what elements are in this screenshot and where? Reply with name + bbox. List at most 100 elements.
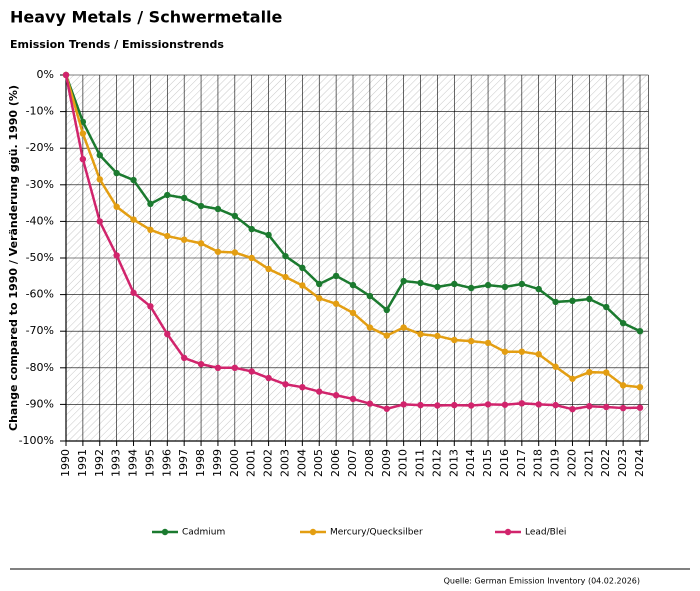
data-point	[603, 369, 610, 376]
data-point	[248, 254, 255, 262]
data-point	[79, 118, 87, 126]
data-point	[383, 332, 390, 339]
data-point	[248, 368, 255, 375]
y-axis-label: Change compared to 1990 / Veränderung gg…	[7, 85, 20, 431]
y-tick-label: -10%	[26, 105, 54, 118]
x-tick-label: 1999	[211, 449, 224, 477]
data-point	[619, 404, 627, 412]
data-point	[96, 218, 103, 225]
legend-marker	[504, 528, 512, 536]
x-tick-label: 1992	[93, 449, 106, 477]
data-point	[349, 309, 357, 317]
legend-label: Mercury/Quecksilber	[330, 528, 423, 538]
data-point	[180, 236, 188, 243]
data-point	[316, 280, 323, 288]
x-tick-label: 2011	[414, 449, 427, 477]
data-point	[400, 401, 407, 408]
data-point	[180, 354, 188, 362]
data-point	[164, 330, 171, 338]
data-point	[434, 402, 441, 409]
data-point	[383, 405, 390, 412]
legend-label: Cadmium	[182, 528, 225, 538]
source-note: Quelle: German Emission Inventory (04.02…	[444, 577, 640, 586]
data-point	[332, 392, 340, 399]
data-point	[434, 332, 441, 340]
data-point	[451, 401, 458, 409]
data-point	[282, 252, 289, 260]
legend-label: Lead/Blei	[525, 528, 566, 538]
data-point	[130, 289, 137, 296]
x-tick-label: 2010	[397, 449, 410, 477]
data-point	[535, 401, 542, 408]
data-point	[501, 401, 509, 408]
data-point	[316, 388, 323, 395]
data-point	[79, 155, 87, 163]
data-point	[299, 264, 306, 272]
x-tick-label: 1995	[143, 449, 156, 477]
y-tick-label: -40%	[26, 214, 54, 227]
data-point	[214, 364, 222, 371]
data-point	[501, 348, 509, 355]
data-point	[349, 281, 357, 289]
data-point	[400, 324, 407, 331]
data-point	[79, 130, 87, 137]
data-point	[467, 337, 475, 345]
data-point	[265, 265, 272, 273]
data-point	[113, 252, 120, 259]
legend-marker	[309, 528, 317, 536]
x-tick-label: 2003	[278, 449, 291, 477]
chart-title: Heavy Metals / Schwermetalle	[10, 8, 283, 27]
data-point	[349, 395, 357, 403]
y-tick-label: -100%	[19, 434, 54, 447]
x-tick-label: 2022	[599, 449, 612, 477]
x-tick-label: 2017	[515, 449, 528, 477]
x-tick-label: 2020	[565, 449, 578, 477]
data-point	[197, 360, 205, 368]
x-tick-label: 1998	[194, 449, 207, 477]
data-point	[619, 382, 627, 389]
data-point	[467, 402, 475, 409]
x-tick-label: 1994	[127, 449, 140, 477]
data-point	[484, 281, 492, 289]
data-point	[434, 283, 441, 291]
x-tick-label: 1993	[110, 449, 123, 477]
data-point	[451, 336, 458, 344]
data-point	[552, 401, 559, 409]
data-point	[96, 176, 103, 183]
x-tick-label: 2008	[363, 449, 376, 477]
data-point	[535, 351, 542, 358]
y-tick-label: -80%	[26, 361, 54, 374]
data-point	[484, 339, 492, 347]
data-point	[180, 194, 188, 202]
data-point	[636, 383, 644, 391]
x-tick-label: 2002	[262, 449, 275, 477]
y-tick-label: -90%	[26, 397, 54, 410]
x-tick-label: 2007	[346, 449, 359, 477]
data-point	[265, 374, 272, 382]
data-point	[467, 284, 475, 292]
data-point	[400, 277, 407, 285]
data-point	[332, 272, 340, 280]
x-tick-label: 2009	[380, 449, 393, 477]
x-tick-label: 2001	[245, 449, 258, 477]
data-point	[231, 364, 239, 371]
data-point	[636, 328, 644, 335]
data-point	[603, 303, 610, 311]
x-tick-label: 1996	[160, 449, 173, 477]
x-tick-label: 2023	[616, 449, 629, 477]
data-point	[299, 383, 306, 391]
data-point	[586, 295, 593, 303]
x-tick-label: 2006	[329, 449, 342, 477]
data-point	[383, 306, 390, 314]
data-point	[417, 401, 424, 409]
data-point	[569, 405, 576, 413]
x-tick-label: 2014	[464, 449, 477, 477]
x-tick-label: 1991	[76, 449, 89, 477]
x-tick-label: 2000	[228, 449, 241, 477]
data-point	[231, 212, 239, 220]
y-tick-label: -30%	[26, 178, 54, 191]
data-point	[316, 295, 323, 302]
data-point	[451, 280, 458, 288]
data-point	[417, 330, 424, 338]
